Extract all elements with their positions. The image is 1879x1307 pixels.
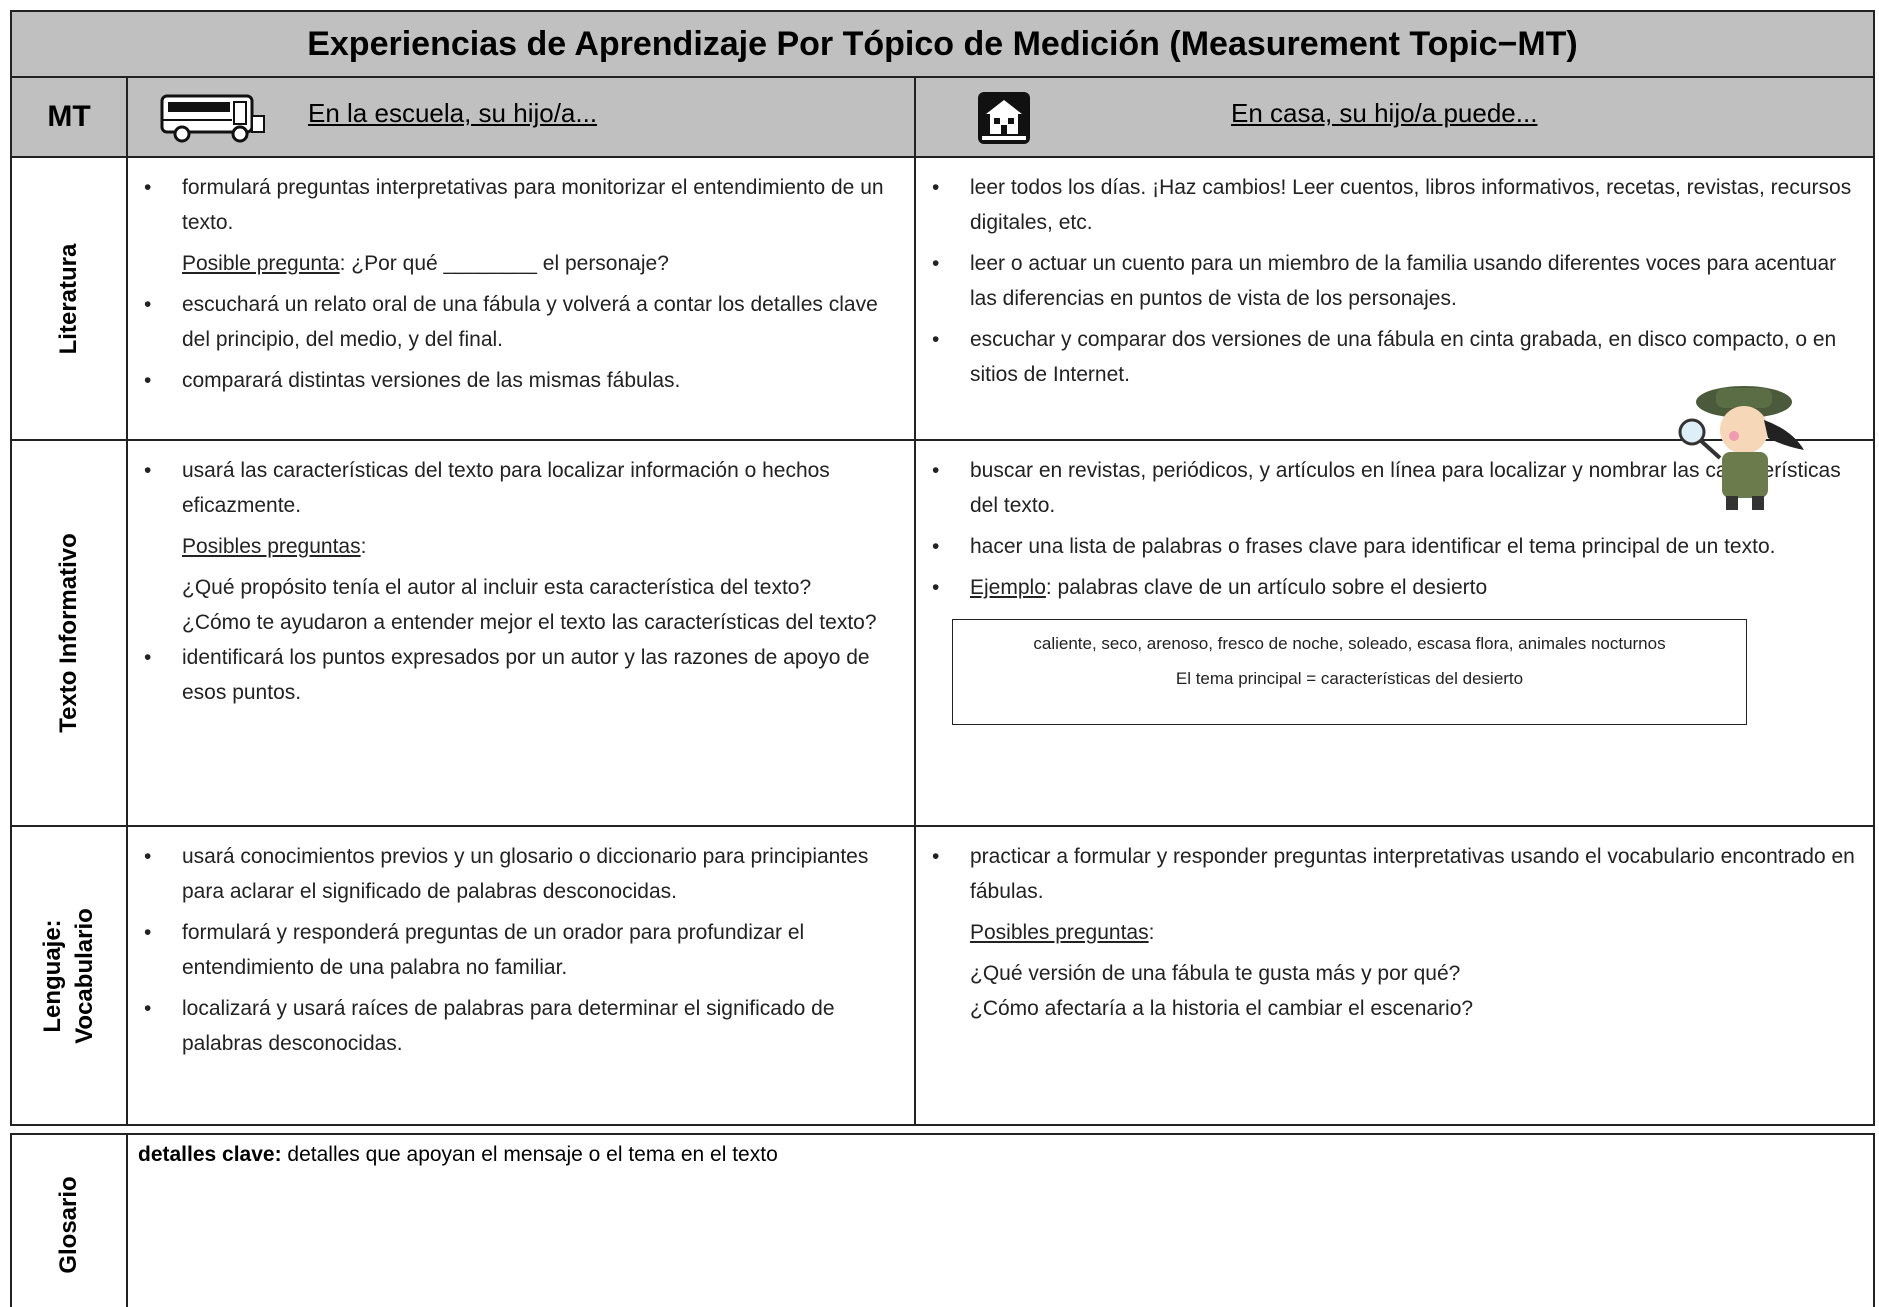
bullet-text: identificará los puntos expresados por u… xyxy=(182,646,870,704)
question-line: ¿Cómo te ayudaron a entender mejor el te… xyxy=(182,611,877,634)
note-text: : xyxy=(1148,921,1155,944)
school-cell: usará las características del texto para… xyxy=(126,439,916,827)
row-label: Literatura xyxy=(53,243,85,354)
glossary-entry: detalles clave: detalles que apoyan el m… xyxy=(138,1143,778,1167)
question-line: ¿Cómo afectaría a la historia el cambiar… xyxy=(970,997,1474,1020)
bullet-text: buscar en revistas, periódicos, y artícu… xyxy=(970,459,1841,517)
bullet-item: Ejemplo: palabras clave de un artículo s… xyxy=(930,570,1859,605)
home-content: practicar a formular y responder pregunt… xyxy=(916,827,1873,1026)
row-label-cell: Lenguaje: Vocabulario xyxy=(10,825,128,1126)
mt-header: MT xyxy=(47,100,91,133)
school-content: formulará preguntas interpretativas para… xyxy=(128,158,914,398)
bullet-item: escuchará un relato oral de una fábula y… xyxy=(142,287,900,357)
box-line: caliente, seco, arenoso, fresco de noche… xyxy=(1033,634,1666,653)
bullet-item: formulará preguntas interpretativas para… xyxy=(142,170,900,240)
bullet-text: localizará y usará raíces de palabras pa… xyxy=(182,997,835,1055)
note-text: : xyxy=(360,535,367,558)
bullet-text: escuchar y comparar dos versiones de una… xyxy=(970,328,1837,386)
bullet-text: usará las características del texto para… xyxy=(182,459,830,517)
bullet-text: escuchará un relato oral de una fábula y… xyxy=(182,293,878,351)
glossary-label-cell: Glosario xyxy=(12,1135,128,1307)
home-cell: practicar a formular y responder pregunt… xyxy=(914,825,1875,1126)
note-text: : ¿Por qué ________ el personaje? xyxy=(339,252,669,275)
glossary-definition: detalles que apoyan el mensaje o el tema… xyxy=(281,1143,778,1166)
bullet-item: usará conocimientos previos y un glosari… xyxy=(142,839,900,909)
bullet-text: formulará y responderá preguntas de un o… xyxy=(182,921,805,979)
school-header-text: En la escuela, su hijo/a... xyxy=(308,98,598,128)
question-line: ¿Qué versión de una fábula te gusta más … xyxy=(970,962,1461,985)
header-cell: En la escuela, su hijo/a... xyxy=(126,76,916,158)
bullet-text: usará conocimientos previos y un glosari… xyxy=(182,845,869,903)
underlined-label: Posibles preguntas xyxy=(182,535,361,558)
bullet-item: practicar a formular y responder pregunt… xyxy=(930,839,1859,909)
school-header: En la escuela, su hijo/a... xyxy=(308,98,597,129)
bullet-text: formulará preguntas interpretativas para… xyxy=(182,176,884,234)
school-content: usará conocimientos previos y un glosari… xyxy=(128,827,914,1061)
home-content: leer todos los días. ¡Haz cambios! Leer … xyxy=(916,158,1873,392)
row-label-line: Texto Informativo xyxy=(55,533,82,733)
home-header: En casa, su hijo/a puede... xyxy=(1231,98,1537,129)
bullet-item: localizará y usará raíces de palabras pa… xyxy=(142,991,900,1061)
row-label: Lenguaje: Vocabulario xyxy=(37,908,101,1044)
underlined-label: Ejemplo xyxy=(970,576,1046,599)
title: Experiencias de Aprendizaje Por Tópico d… xyxy=(10,10,1875,78)
note-item: Posible pregunta: ¿Por qué ________ el p… xyxy=(142,246,900,281)
school-content: usará las características del texto para… xyxy=(128,441,914,710)
bullet-text: leer todos los días. ¡Haz cambios! Leer … xyxy=(970,176,1852,234)
bullet-text: leer o actuar un cuento para un miembro … xyxy=(970,252,1837,310)
header-cell: MT xyxy=(10,76,128,158)
bus-icon xyxy=(160,94,265,143)
note-item: Posibles preguntas: xyxy=(142,529,900,564)
row-label-line: Vocabulario xyxy=(71,907,98,1044)
row-label-line: Lenguaje: xyxy=(39,918,66,1033)
note-item: Posibles preguntas: xyxy=(930,915,1859,950)
bullet-item: identificará los puntos expresados por u… xyxy=(142,640,900,710)
question-line: ¿Qué propósito tenía el autor al incluir… xyxy=(182,576,812,599)
keyword-box: caliente, seco, arenoso, fresco de noche… xyxy=(952,619,1747,725)
glossary-term: detalles clave: xyxy=(138,1143,282,1166)
bullet-item: leer todos los días. ¡Haz cambios! Leer … xyxy=(930,170,1859,240)
bullet-item: escuchar y comparar dos versiones de una… xyxy=(930,322,1859,392)
bullet-item: leer o actuar un cuento para un miembro … xyxy=(930,246,1859,316)
bullet-item: comparará distintas versiones de las mis… xyxy=(142,363,900,398)
school-cell: usará conocimientos previos y un glosari… xyxy=(126,825,916,1126)
glossary-label: Glosario xyxy=(55,1176,82,1274)
underlined-label: Posible pregunta xyxy=(182,252,340,275)
underlined-label: Posibles preguntas xyxy=(970,921,1149,944)
bullet-text: hacer una lista de palabras o frases cla… xyxy=(970,535,1776,558)
bullet-item: formulará y responderá preguntas de un o… xyxy=(142,915,900,985)
row-label-line: Literatura xyxy=(55,243,82,354)
school-cell: formulará preguntas interpretativas para… xyxy=(126,156,916,441)
bullet-text: comparará distintas versiones de las mis… xyxy=(182,369,681,392)
home-cell: buscar en revistas, periódicos, y artícu… xyxy=(914,439,1875,827)
box-line: El tema principal = características del … xyxy=(1175,669,1524,688)
bullet-item: hacer una lista de palabras o frases cla… xyxy=(930,529,1859,564)
header-cell: En casa, su hijo/a puede... xyxy=(914,76,1875,158)
detective-image xyxy=(1678,386,1804,510)
bullet-item: usará las características del texto para… xyxy=(142,453,900,523)
home-header-text: En casa, su hijo/a puede... xyxy=(1231,98,1538,128)
row-label-cell: Texto Informativo xyxy=(10,439,128,827)
bullet-item: buscar en revistas, periódicos, y artícu… xyxy=(930,453,1859,523)
house-icon xyxy=(978,92,1030,144)
row-label: Texto Informativo xyxy=(53,533,85,733)
bullet-text: : palabras clave de un artículo sobre el… xyxy=(1045,576,1488,599)
glossary: Glosario detalles clave: detalles que ap… xyxy=(10,1133,1875,1307)
row-label-cell: Literatura xyxy=(10,156,128,441)
bullet-text: practicar a formular y responder pregunt… xyxy=(970,845,1855,903)
home-content: buscar en revistas, periódicos, y artícu… xyxy=(916,441,1873,725)
